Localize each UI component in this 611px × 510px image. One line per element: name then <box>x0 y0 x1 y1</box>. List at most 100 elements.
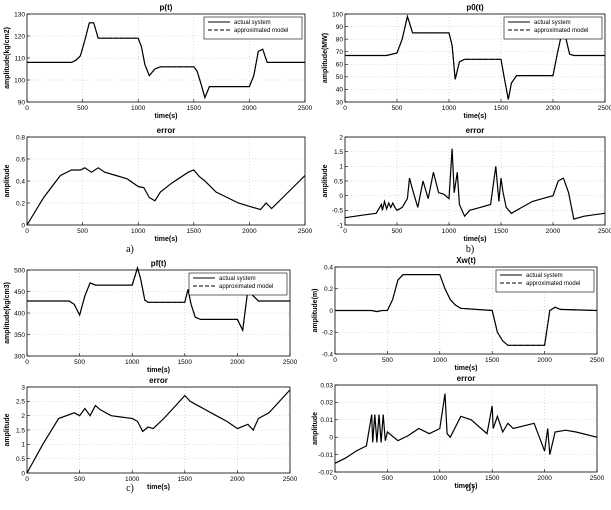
x-tick-label: 1500 <box>494 105 509 112</box>
chart-title: pf(t) <box>151 259 167 268</box>
y-tick-label: 0.2 <box>324 286 333 293</box>
x-tick-label: 1500 <box>187 105 202 112</box>
x-tick-label: 2000 <box>242 228 257 235</box>
x-tick-label: 0 <box>343 105 347 112</box>
y-axis-label: amplitude(kg/cm3) <box>4 282 11 344</box>
y-tick-label: 0.6 <box>16 156 25 163</box>
y-tick-label: 0 <box>339 193 343 200</box>
chart-a-top: 0 500 1000 1500 2000 2500 90 100 110 120 130 p(t) ti… <box>4 3 313 120</box>
legend: actual system approximated model <box>503 16 603 40</box>
legend-label: actual system <box>219 276 256 282</box>
y-tick-label: 400 <box>14 310 25 317</box>
x-axis-label: time(s) <box>155 236 178 243</box>
chart-title: error <box>457 374 476 383</box>
x-tick-label: 500 <box>77 228 88 235</box>
y-tick-label: 100 <box>332 11 343 18</box>
y-tick-label: 0 <box>329 435 333 442</box>
y-tick-label: 0.2 <box>16 200 25 207</box>
x-tick-label: 2000 <box>230 476 245 483</box>
chart-title: p(t) <box>160 3 173 12</box>
x-axis-label: time(s) <box>455 365 478 372</box>
y-tick-label: 0.5 <box>16 456 25 463</box>
chart-d-top: 0 500 1000 1500 2000 2500 -0.4 -0.2 0 0.2 0.4 Xw(t)… <box>312 256 605 372</box>
x-tick-label: 500 <box>382 357 393 364</box>
y-tick-label: 300 <box>14 353 25 360</box>
x-tick-label: 500 <box>77 105 88 112</box>
y-tick-label: 0 <box>329 308 333 315</box>
x-tick-label: 0 <box>25 105 29 112</box>
y-tick-label: 50 <box>336 74 344 81</box>
x-tick-label: 500 <box>392 105 403 112</box>
x-tick-label: 1500 <box>187 228 202 235</box>
x-tick-label: 500 <box>74 476 85 483</box>
y-tick-label: 90 <box>18 99 26 106</box>
x-tick-label: 2500 <box>283 359 298 366</box>
x-tick-label: 2500 <box>283 476 298 483</box>
x-tick-label: 1500 <box>178 476 193 483</box>
x-tick-label: 1000 <box>125 476 140 483</box>
legend: actual system approximated model <box>495 269 595 293</box>
chart-title: error <box>157 126 176 135</box>
panel-label: a) <box>126 244 134 255</box>
y-tick-label: 100 <box>14 77 25 84</box>
y-tick-label: -0.4 <box>322 351 334 358</box>
panel-label: c) <box>126 483 134 494</box>
legend-label: actual system <box>534 20 571 26</box>
chart-title: Xw(t) <box>456 256 476 265</box>
x-tick-label: 2000 <box>546 228 561 235</box>
x-tick-label: 2000 <box>242 105 257 112</box>
x-tick-label: 2500 <box>298 228 313 235</box>
y-tick-label: -0.02 <box>318 469 333 476</box>
x-tick-label: 0 <box>333 357 337 364</box>
y-tick-label: 120 <box>14 33 25 40</box>
x-tick-label: 500 <box>392 228 403 235</box>
x-tick-label: 0 <box>25 359 29 366</box>
x-axis-label: time(s) <box>155 113 178 120</box>
legend-label: actual system <box>526 273 563 279</box>
y-axis-label: amplitude <box>4 164 11 197</box>
y-tick-label: -0.01 <box>318 452 333 459</box>
series-line-1 <box>26 389 291 474</box>
plot-frame <box>334 384 598 473</box>
y-axis-label: amplitude <box>322 164 329 197</box>
y-tick-label: 2.5 <box>16 399 25 406</box>
series-line-1 <box>26 167 306 226</box>
x-tick-label: 2000 <box>537 357 552 364</box>
x-tick-label: 1500 <box>485 475 500 482</box>
y-axis-label: amplitude(MW) <box>322 33 329 83</box>
y-axis-label: amplitude <box>4 413 11 446</box>
y-tick-label: 0.4 <box>324 264 333 271</box>
chart-title: error <box>149 376 168 385</box>
y-tick-label: 500 <box>14 267 25 274</box>
x-tick-label: 0 <box>333 475 337 482</box>
x-axis-label: time(s) <box>455 483 478 490</box>
x-tick-label: 2500 <box>298 105 313 112</box>
series-line-2 <box>27 22 305 99</box>
x-tick-label: 0 <box>25 476 29 483</box>
y-tick-label: 1.5 <box>334 149 343 156</box>
y-axis-label: amplitude <box>312 412 319 445</box>
chart-c-bottom: 0 500 1000 1500 2000 2500 0 0.5 1 1.5 2 2.5 3 error ti… <box>4 376 298 491</box>
y-tick-label: 1.5 <box>16 427 25 434</box>
y-tick-label: 0.4 <box>16 178 25 185</box>
plot-frame <box>344 13 606 103</box>
y-tick-label: 40 <box>336 87 344 94</box>
x-tick-label: 2000 <box>546 105 561 112</box>
legend-label: approximated model <box>534 28 588 34</box>
x-tick-label: 1500 <box>494 228 509 235</box>
y-tick-label: -0.2 <box>322 330 334 337</box>
x-tick-label: 2000 <box>230 359 245 366</box>
y-tick-label: 30 <box>336 99 344 106</box>
y-tick-label: 0.03 <box>320 382 333 389</box>
legend-label: approximated model <box>234 28 288 34</box>
x-tick-label: 1500 <box>485 357 500 364</box>
y-axis-label: amplitude(m) <box>312 289 319 333</box>
y-tick-label: 450 <box>14 289 25 296</box>
y-tick-label: 0.01 <box>320 417 333 424</box>
y-tick-label: 0 <box>21 222 25 229</box>
x-tick-label: 2000 <box>537 475 552 482</box>
y-tick-label: 110 <box>15 55 26 62</box>
x-tick-label: 500 <box>74 359 85 366</box>
y-tick-label: 1 <box>21 442 25 449</box>
